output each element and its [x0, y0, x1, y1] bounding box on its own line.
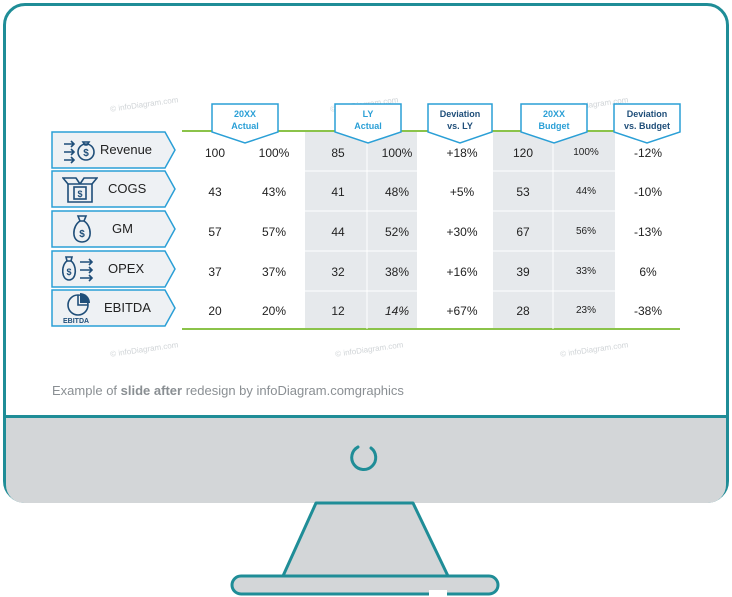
- svg-text:$: $: [83, 148, 89, 159]
- cell-actual-pct: 100%: [258, 146, 290, 160]
- monitor-bezel: [6, 415, 726, 503]
- cell-actual-pct: 20%: [261, 304, 287, 318]
- cell-budget-pct: 56%: [575, 226, 596, 237]
- cell-dev-budget: 6%: [639, 265, 657, 279]
- cell-ly: 32: [331, 265, 345, 279]
- slide-caption: Example of slide after redesign by infoD…: [52, 383, 404, 398]
- cell-actual: 43: [208, 185, 222, 199]
- cell-dev-ly: +30%: [446, 225, 478, 239]
- cell-dev-budget: -38%: [633, 304, 662, 318]
- col-header-20xx-actual: 20XX Actual: [231, 109, 259, 131]
- svg-text:$: $: [77, 189, 82, 199]
- ebitda-icon-caption: EBITDA: [63, 318, 90, 325]
- cell-budget-pct: 44%: [575, 186, 596, 197]
- cell-budget: 53: [516, 185, 530, 199]
- row-label-cogs: COGS: [108, 181, 147, 196]
- cell-actual: 37: [208, 265, 222, 279]
- col-header-ly-actual: LY Actual: [354, 109, 382, 131]
- open-box-dollar-icon: $: [62, 177, 98, 203]
- cell-ly-pct: 100%: [381, 146, 413, 160]
- cell-budget-pct: 100%: [573, 147, 599, 158]
- bezel-notch: [564, 409, 594, 415]
- power-icon[interactable]: [347, 440, 381, 474]
- svg-text:$: $: [66, 267, 71, 277]
- money-flow-icon: $: [64, 140, 95, 164]
- cell-dev-ly: +5%: [449, 185, 475, 199]
- cell-actual-pct: 37%: [261, 265, 287, 279]
- cell-budget: 120: [512, 146, 534, 160]
- cell-ly: 12: [331, 304, 345, 318]
- cell-actual: 20: [208, 304, 222, 318]
- money-bag-icon: $: [73, 215, 91, 243]
- row-label-opex: OPEX: [108, 261, 145, 276]
- cell-dev-budget: -13%: [633, 225, 662, 239]
- cell-ly-pct: 38%: [384, 265, 410, 279]
- cell-ly-pct: 14%: [384, 304, 410, 318]
- row-label-ebitda: EBITDA: [104, 300, 151, 315]
- cell-dev-ly: +16%: [446, 265, 478, 279]
- cell-ly-pct: 52%: [384, 225, 410, 239]
- cell-ly: 41: [331, 185, 345, 199]
- row-label-tabs: [51, 131, 176, 327]
- cell-budget: 39: [516, 265, 530, 279]
- cell-actual-pct: 57%: [261, 225, 287, 239]
- row-label-revenue: Revenue: [100, 142, 153, 157]
- cell-dev-ly: +67%: [446, 304, 478, 318]
- col-header-deviation-budget: Deviation vs. Budget: [623, 109, 670, 131]
- pie-chart-icon: [67, 293, 90, 316]
- cell-ly: 85: [331, 146, 345, 160]
- cell-dev-budget: -12%: [633, 146, 662, 160]
- cell-budget: 28: [516, 304, 530, 318]
- cell-dev-ly: +18%: [446, 146, 478, 160]
- cell-actual: 100: [204, 146, 226, 160]
- header-tabs: [211, 103, 681, 144]
- cell-budget: 67: [516, 225, 530, 239]
- cell-budget-pct: 33%: [575, 266, 596, 277]
- svg-text:$: $: [79, 229, 85, 240]
- cell-ly: 44: [331, 225, 345, 239]
- cell-actual-pct: 43%: [261, 185, 287, 199]
- cell-dev-budget: -10%: [633, 185, 662, 199]
- row-label-gm: GM: [112, 221, 133, 236]
- cell-budget-pct: 23%: [575, 305, 596, 316]
- col-header-20xx-budget: 20XX Budget: [538, 109, 570, 131]
- cell-actual: 57: [208, 225, 222, 239]
- col-header-deviation-ly: Deviation vs. LY: [439, 109, 481, 131]
- money-flow-icon: $: [62, 256, 94, 282]
- cell-ly-pct: 48%: [384, 185, 410, 199]
